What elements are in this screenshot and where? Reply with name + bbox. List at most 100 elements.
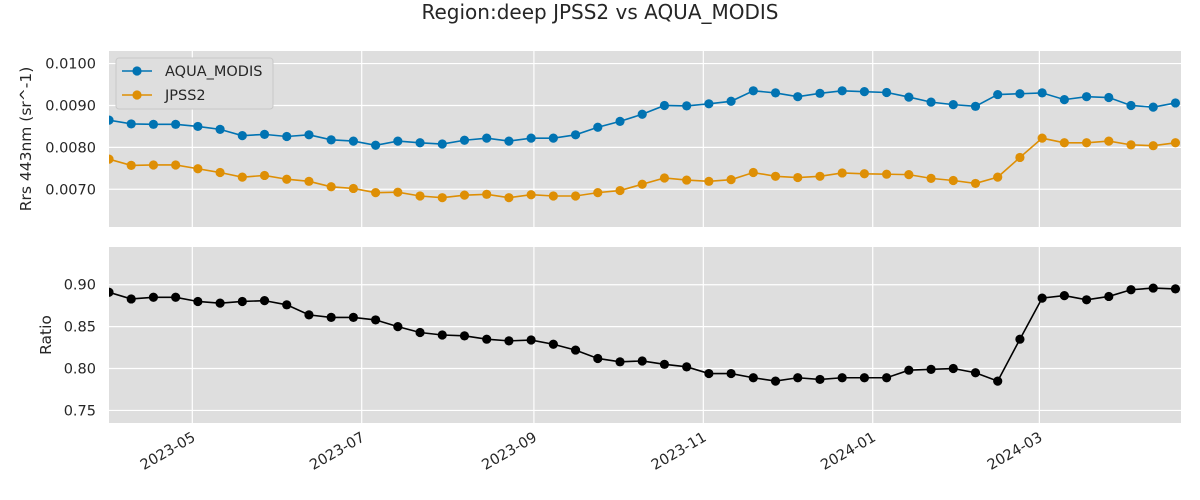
aqua-modis-data-point [126,119,136,129]
aqua-modis-data-point [948,100,958,110]
aqua-modis-data-point [148,119,159,129]
jpss2-data-point [415,191,425,201]
aqua-modis-data-point [593,122,603,132]
aqua-modis-data-point [1015,89,1025,99]
xtick-label: 2023-09 [479,430,539,474]
jpss2-data-point [637,179,647,189]
aqua-modis-data-point [415,138,425,148]
jpss2-data-point [993,172,1003,182]
aqua-modis-data-point [815,88,825,98]
aqua-modis-data-point [326,135,336,145]
aqua-modis-data-point [837,86,847,96]
jpss2-data-point [526,190,536,200]
ratio-data-point [109,287,114,297]
ratio-data-point [1104,291,1114,302]
ratio-data-point [171,292,181,302]
xtick-label: 2023-05 [138,430,198,474]
jpss2-data-point [793,172,803,183]
aqua-modis-data-point [1059,95,1069,105]
x-axis: 2023-05 2023-07 2023-09 2023-11 2024-01 2024-… [138,430,1046,474]
xtick-label: 2023-07 [307,430,367,474]
ratio-data-point [215,298,225,308]
jpss2-data-point [859,169,869,179]
ratio-data-point [926,364,936,374]
jpss2-data-point [259,170,270,181]
ratio-data-point [1148,283,1158,293]
jpss2-data-point [1081,138,1092,148]
aqua-modis-data-point [526,133,536,143]
aqua-modis-data-point [215,124,225,134]
ratio-data-point [570,345,581,355]
aqua-modis-data-point [193,121,203,132]
aqua-modis-data-point [548,133,558,143]
ratio-data-point [770,376,781,386]
jpss2-data-point [770,171,781,181]
jpss2-data-point [1126,140,1136,150]
ratio-data-point [148,292,159,302]
ratio-data-point [882,373,892,383]
ratio-data-point [437,330,447,340]
ratio-data-point [126,294,136,304]
aqua-modis-data-point [393,136,403,146]
jpss2-data-point [437,193,447,203]
ratio-data-point [637,356,647,366]
aqua-modis-data-point [993,89,1003,100]
aqua-modis-data-point [904,92,914,102]
top-ytick-label: 0.0070 [45,182,96,198]
ratio-data-point [593,353,603,364]
jpss2-data-point [282,174,292,184]
jpss2-data-point [726,175,736,185]
aqua-modis-data-point [770,88,781,98]
ratio-data-point [504,336,514,346]
ratio-data-point [859,373,869,383]
top-ylabel: Rrs 443nm (sr^-1) [17,67,35,212]
jpss2-data-point [109,154,114,164]
top-ytick-label: 0.0090 [45,98,96,114]
aqua-modis-data-point [171,119,181,129]
jpss2-data-point [882,169,892,179]
ratio-data-point [948,363,958,374]
legend-jpss2-label: JPSS2 [164,88,206,104]
aqua-modis-data-point [1170,98,1181,108]
jpss2-data-point [682,175,692,185]
jpss2-data-point [1037,133,1047,143]
aqua-modis-data-point [437,139,447,149]
jpss2-data-point [393,187,403,197]
aqua-modis-data-point [659,100,670,111]
jpss2-data-point [548,191,558,201]
jpss2-data-point [748,167,758,178]
aqua-modis-data-point [682,101,692,111]
jpss2-data-point [1148,141,1158,151]
aqua-modis-data-point [726,96,736,106]
ratio-data-point [615,357,625,367]
ratio-data-point [393,322,403,332]
jpss2-data-point [371,188,381,198]
aqua-modis-data-point [1037,88,1047,98]
ratio-data-point [193,296,203,307]
aqua-modis-data-point [1148,102,1158,112]
ratio-data-point [726,368,736,379]
ratio-data-point [259,296,270,306]
aqua-modis-data-point [748,86,758,96]
jpss2-data-point [459,190,470,200]
ratio-data-point [371,315,381,325]
aqua-modis-data-point [1081,92,1092,102]
aqua-modis-data-point [282,131,292,142]
ratio-data-point [1059,291,1069,301]
ratio-data-point [682,362,692,372]
ratio-data-point [526,335,536,345]
ratio-data-point [348,312,358,322]
aqua-modis-data-point [1126,100,1136,111]
ratio-ylabel: Ratio [37,315,55,355]
jpss2-data-point [482,189,492,199]
ratio-ytick-label: 0.80 [64,362,96,378]
legend-aqua-modis-label: AQUA_MODIS [165,64,262,80]
ratio-data-point [748,373,758,383]
ratio-data-point [237,296,247,307]
aqua-modis-data-point [570,130,581,140]
jpss2-data-point [570,191,581,201]
ratio-plot-area [109,247,1181,423]
jpss2-data-point [126,160,136,170]
ratio-data-point [815,374,825,385]
jpss2-data-point [504,193,514,203]
